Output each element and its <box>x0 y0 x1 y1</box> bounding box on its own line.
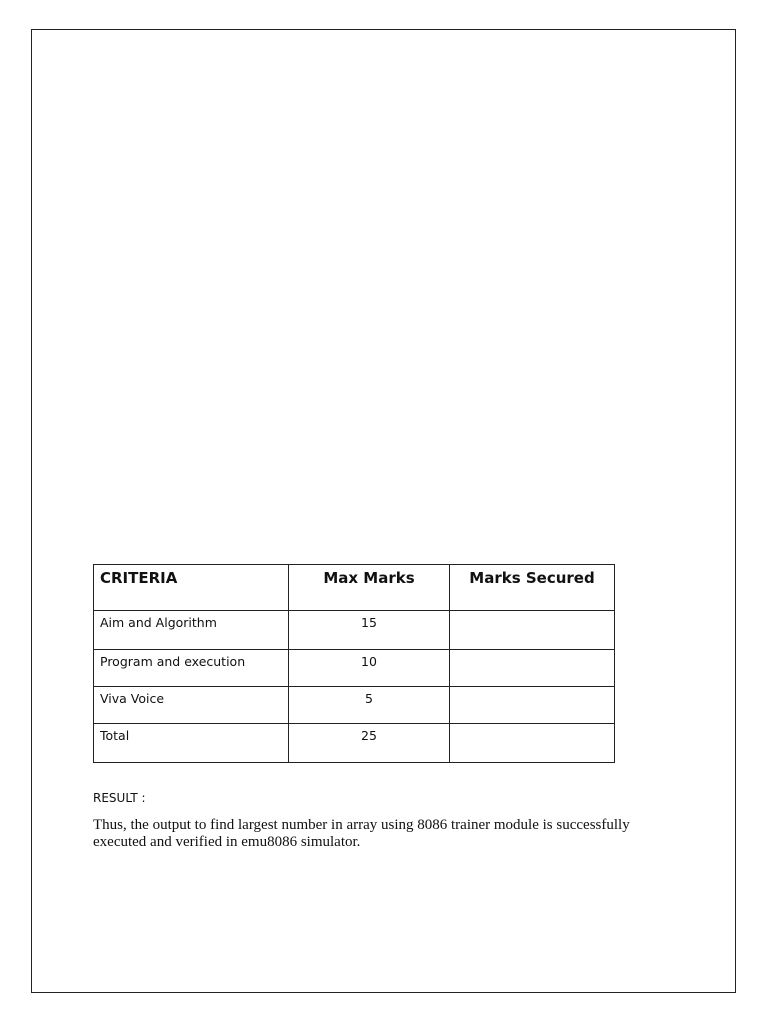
marks-secured-cell <box>449 610 615 650</box>
criteria-cell: Total <box>93 723 289 763</box>
max-marks-cell: 25 <box>288 723 450 763</box>
criteria-cell: Viva Voice <box>93 686 289 724</box>
table-row-total: Total 25 <box>93 723 615 763</box>
marks-secured-cell <box>449 686 615 724</box>
table-row: Aim and Algorithm 15 <box>93 610 615 650</box>
criteria-cell: Program and execution <box>93 649 289 687</box>
max-marks-cell: 5 <box>288 686 450 724</box>
marks-secured-cell <box>449 723 615 763</box>
table-row: Viva Voice 5 <box>93 686 615 724</box>
max-marks-cell: 10 <box>288 649 450 687</box>
marks-table: CRITERIA Max Marks Marks Secured Aim and… <box>93 564 615 763</box>
criteria-cell: Aim and Algorithm <box>93 610 289 650</box>
max-marks-cell: 15 <box>288 610 450 650</box>
page-border <box>31 29 736 993</box>
header-max-marks: Max Marks <box>288 564 450 611</box>
table-row: Program and execution 10 <box>93 649 615 687</box>
table-header-row: CRITERIA Max Marks Marks Secured <box>93 564 615 611</box>
header-marks-secured: Marks Secured <box>449 564 615 611</box>
header-criteria: CRITERIA <box>93 564 289 611</box>
marks-secured-cell <box>449 649 615 687</box>
result-text: Thus, the output to find largest number … <box>93 817 630 850</box>
result-label: RESULT : <box>93 791 146 805</box>
